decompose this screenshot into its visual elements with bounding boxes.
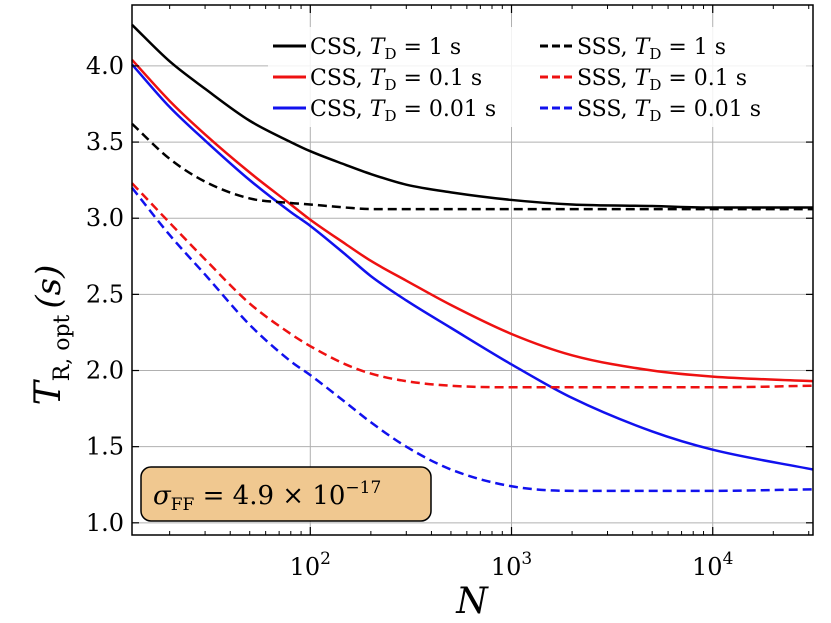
y-tick-label: 3.5 xyxy=(86,128,124,156)
legend-label-6: SSS, TD = 0.01 s xyxy=(577,97,761,125)
legend-label-2: CSS, TD = 0.1 s xyxy=(310,66,482,94)
series-line-4 xyxy=(131,122,814,211)
legend-label-1: CSS, TD = 1 s xyxy=(310,35,461,63)
annotation-text: σFF = 4.9 × 10−17 xyxy=(153,478,381,515)
annotation-box xyxy=(140,466,432,522)
ticks xyxy=(132,5,813,535)
y-tick-label: 1.0 xyxy=(86,509,124,537)
series-line-6 xyxy=(131,186,814,493)
x-tick-label: 103 xyxy=(491,549,532,581)
y-tick-label: 4.0 xyxy=(86,52,124,80)
y-axis-label: TR, opt (s) xyxy=(28,265,75,406)
annotation-value: = 4.9 × 10 xyxy=(194,481,345,511)
x-tick-labels: 102 103 104 xyxy=(290,549,734,581)
y-tick-label: 2.5 xyxy=(86,280,124,308)
legend-label-3: CSS, TD = 0.01 s xyxy=(310,97,496,125)
series-line-2 xyxy=(131,58,814,383)
legend-label-4: SSS, TD = 1 s xyxy=(577,35,726,63)
legend-label-5: SSS, TD = 0.1 s xyxy=(577,66,747,94)
legend: CSS, TD = 1 s CSS, TD = 0.1 s CSS, TD = 0.… xyxy=(268,27,812,127)
series-line-5 xyxy=(131,182,814,389)
annotation-exponent: −17 xyxy=(345,478,381,498)
annotation-sigma: σ xyxy=(153,481,172,511)
x-tick-label: 102 xyxy=(290,549,331,581)
sigma-annotation: σFF = 4.9 × 10−17 xyxy=(140,466,432,522)
series-line-3 xyxy=(131,63,814,471)
y-axis-label-sub: R, opt xyxy=(50,314,75,381)
annotation-sigma-sub: FF xyxy=(171,495,195,515)
x-axis-label: N xyxy=(455,581,489,622)
x-tick-label: 104 xyxy=(692,549,733,581)
plot-frame xyxy=(131,4,814,536)
y-tick-label: 3.0 xyxy=(86,204,124,232)
y-tick-label: 1.5 xyxy=(86,433,124,461)
y-tick-label: 2.0 xyxy=(86,357,124,385)
y-tick-labels: 1.0 1.5 2.0 2.5 3.0 3.5 4.0 xyxy=(86,52,124,537)
y-axis-label-unit: (s) xyxy=(29,265,69,309)
series-lines xyxy=(131,23,814,493)
y-axis-label-main: T xyxy=(28,378,69,405)
series-line-1 xyxy=(131,23,813,209)
